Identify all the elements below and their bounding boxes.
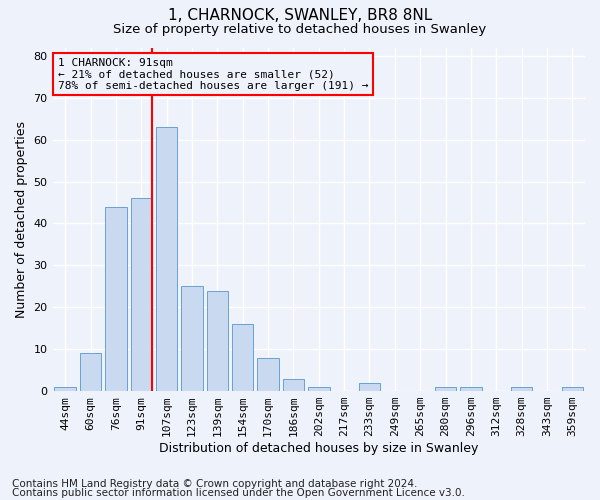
Bar — [257, 358, 279, 391]
Bar — [308, 387, 329, 391]
Y-axis label: Number of detached properties: Number of detached properties — [15, 121, 28, 318]
Bar — [460, 387, 482, 391]
Bar — [181, 286, 203, 391]
Text: Size of property relative to detached houses in Swanley: Size of property relative to detached ho… — [113, 22, 487, 36]
X-axis label: Distribution of detached houses by size in Swanley: Distribution of detached houses by size … — [159, 442, 478, 455]
Bar — [283, 378, 304, 391]
Text: 1 CHARNOCK: 91sqm
← 21% of detached houses are smaller (52)
78% of semi-detached: 1 CHARNOCK: 91sqm ← 21% of detached hous… — [58, 58, 368, 91]
Text: 1, CHARNOCK, SWANLEY, BR8 8NL: 1, CHARNOCK, SWANLEY, BR8 8NL — [168, 8, 432, 22]
Bar — [511, 387, 532, 391]
Bar — [562, 387, 583, 391]
Bar — [131, 198, 152, 391]
Bar — [435, 387, 457, 391]
Bar — [105, 206, 127, 391]
Text: Contains HM Land Registry data © Crown copyright and database right 2024.: Contains HM Land Registry data © Crown c… — [12, 479, 418, 489]
Bar — [206, 290, 228, 391]
Bar — [359, 382, 380, 391]
Bar — [55, 387, 76, 391]
Text: Contains public sector information licensed under the Open Government Licence v3: Contains public sector information licen… — [12, 488, 465, 498]
Bar — [80, 354, 101, 391]
Bar — [232, 324, 253, 391]
Bar — [156, 127, 178, 391]
